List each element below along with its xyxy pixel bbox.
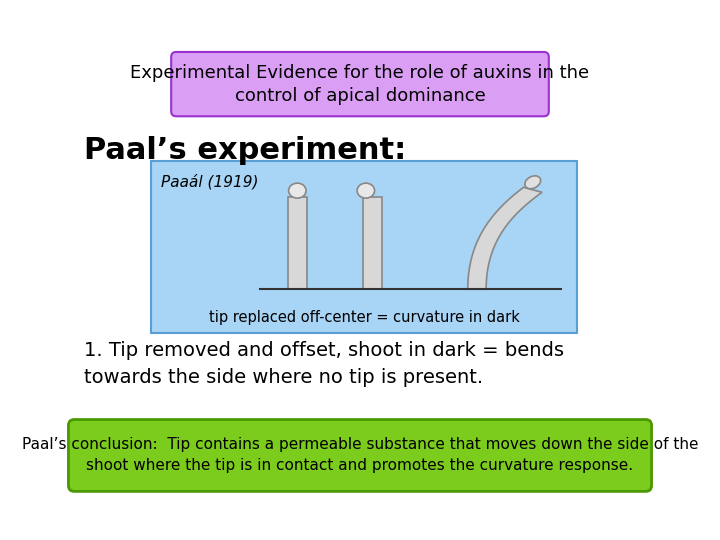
Text: tip replaced off-center = curvature in dark: tip replaced off-center = curvature in d… <box>209 310 520 325</box>
Ellipse shape <box>357 183 374 198</box>
FancyBboxPatch shape <box>68 420 652 491</box>
Ellipse shape <box>289 183 306 198</box>
Polygon shape <box>468 187 542 289</box>
FancyBboxPatch shape <box>288 197 307 289</box>
FancyBboxPatch shape <box>151 161 577 333</box>
Text: Paal’s experiment:: Paal’s experiment: <box>84 136 407 165</box>
Ellipse shape <box>525 176 541 188</box>
FancyBboxPatch shape <box>364 197 382 289</box>
FancyBboxPatch shape <box>171 52 549 116</box>
Text: Experimental Evidence for the role of auxins in the
control of apical dominance: Experimental Evidence for the role of au… <box>130 64 590 105</box>
Text: Paaál (1919): Paaál (1919) <box>161 174 258 190</box>
Text: 1. Tip removed and offset, shoot in dark = bends
towards the side where no tip i: 1. Tip removed and offset, shoot in dark… <box>84 341 564 387</box>
Text: Paal’s conclusion:  Tip contains a permeable substance that moves down the side : Paal’s conclusion: Tip contains a permea… <box>22 437 698 474</box>
